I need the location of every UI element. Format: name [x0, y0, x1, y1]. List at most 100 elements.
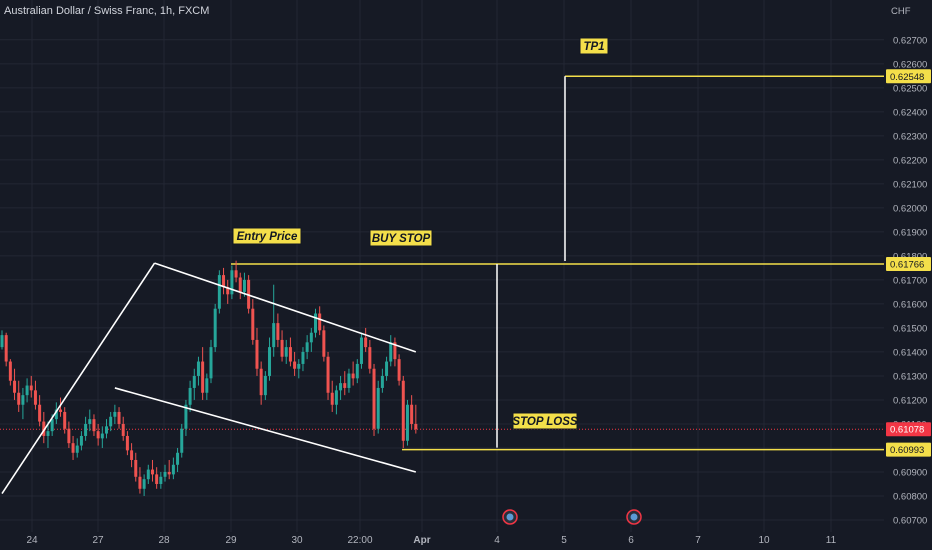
candle — [322, 325, 326, 362]
candle — [268, 337, 272, 381]
candle — [389, 335, 393, 367]
level-price-tag: 0.62548 — [886, 69, 931, 84]
candle — [213, 303, 217, 352]
candle — [8, 359, 12, 386]
svg-text:0.62548: 0.62548 — [890, 72, 924, 83]
trendlines — [1, 262, 417, 495]
candle — [314, 308, 317, 338]
y-tick-label: 0.61600 — [893, 299, 927, 310]
candle — [142, 474, 146, 496]
candle — [293, 351, 297, 376]
candle — [63, 407, 67, 434]
y-tick-label: 0.62600 — [893, 59, 927, 70]
price-axis: 0.62700 0.62600 0.62500 0.62400 0.62300 0.622… — [886, 35, 931, 526]
trendline — [1, 262, 156, 495]
svg-text:0.61766: 0.61766 — [890, 260, 924, 271]
candle — [280, 330, 284, 362]
candle — [234, 260, 238, 283]
grid — [0, 0, 884, 532]
candle — [276, 313, 280, 348]
svg-text:0.61078: 0.61078 — [890, 425, 924, 436]
y-tick-label: 0.62200 — [893, 155, 927, 166]
candle — [334, 385, 338, 415]
candle — [201, 347, 205, 400]
economic-event-icon[interactable] — [626, 509, 642, 525]
candle — [343, 371, 347, 396]
candle — [397, 354, 401, 386]
candle — [88, 409, 92, 432]
y-tick-label: 0.61200 — [893, 395, 927, 406]
candle — [217, 270, 221, 314]
y-tick-label: 0.60700 — [893, 515, 927, 526]
candle — [109, 411, 113, 432]
trendline — [114, 387, 417, 473]
x-tick-label: 6 — [628, 535, 634, 546]
candle — [255, 327, 259, 376]
candle — [25, 378, 29, 403]
candle — [385, 356, 389, 381]
candle — [180, 423, 184, 458]
candle — [46, 421, 50, 448]
y-tick-label: 0.62700 — [893, 35, 927, 46]
annotation-label: TP1 — [583, 41, 604, 53]
y-tick-label: 0.60900 — [893, 467, 927, 478]
candle — [163, 464, 167, 482]
candle — [410, 395, 414, 429]
y-tick-label: 0.61900 — [893, 227, 927, 238]
candle — [359, 332, 363, 369]
x-tick-label: 30 — [291, 535, 303, 546]
annotation-entry[interactable]: Entry Price — [232, 227, 302, 245]
candle — [318, 306, 322, 336]
annotation-label: Entry Price — [237, 231, 298, 243]
candle — [230, 265, 234, 300]
candle — [368, 339, 372, 374]
candle — [405, 399, 409, 446]
candle — [167, 459, 171, 480]
economic-event-icon[interactable] — [502, 509, 518, 525]
candle — [96, 423, 100, 446]
candle — [209, 339, 213, 384]
annotation-tp1[interactable]: TP1 — [579, 37, 609, 55]
candle — [100, 426, 104, 448]
x-tick-label: 5 — [561, 535, 567, 546]
candle — [134, 452, 138, 482]
candle — [351, 361, 355, 386]
candle — [376, 380, 380, 434]
annotation-buystop[interactable]: BUY STOP — [369, 229, 433, 247]
y-tick-label: 0.61500 — [893, 323, 927, 334]
current-price-tag: 0.61078 — [886, 422, 931, 437]
candle — [196, 356, 200, 386]
time-axis: 24 27 28 29 30 22:00 Apr 4 5 6 7 10 11 — [26, 535, 836, 546]
candle — [414, 404, 418, 434]
candle — [372, 363, 376, 436]
annotation-stoploss[interactable]: STOP LOSS — [512, 412, 578, 430]
candle — [13, 368, 17, 400]
candle — [125, 431, 129, 456]
candle — [339, 375, 343, 400]
candle — [159, 471, 163, 489]
annotations: TP1 Entry Price BUY STOP STOP LOSS — [232, 37, 609, 430]
candle — [222, 267, 226, 295]
candle — [79, 431, 83, 451]
candle — [176, 447, 180, 472]
candle — [130, 443, 134, 468]
candle — [150, 459, 154, 482]
candle — [301, 347, 305, 372]
candle — [347, 368, 351, 393]
annotation-label: STOP LOSS — [512, 416, 578, 428]
x-tick-label: 7 — [695, 535, 701, 546]
candle — [263, 371, 267, 400]
level-lines — [0, 75, 884, 451]
candle — [364, 327, 368, 352]
candle — [355, 359, 359, 384]
candle — [4, 332, 8, 367]
y-tick-label: 0.62000 — [893, 203, 927, 214]
y-tick-label: 0.61800 — [893, 251, 927, 262]
candle — [92, 414, 96, 436]
y-tick-label: 0.61400 — [893, 347, 927, 358]
candle — [67, 421, 71, 448]
x-tick-label: 24 — [26, 535, 38, 546]
candle — [71, 435, 75, 460]
